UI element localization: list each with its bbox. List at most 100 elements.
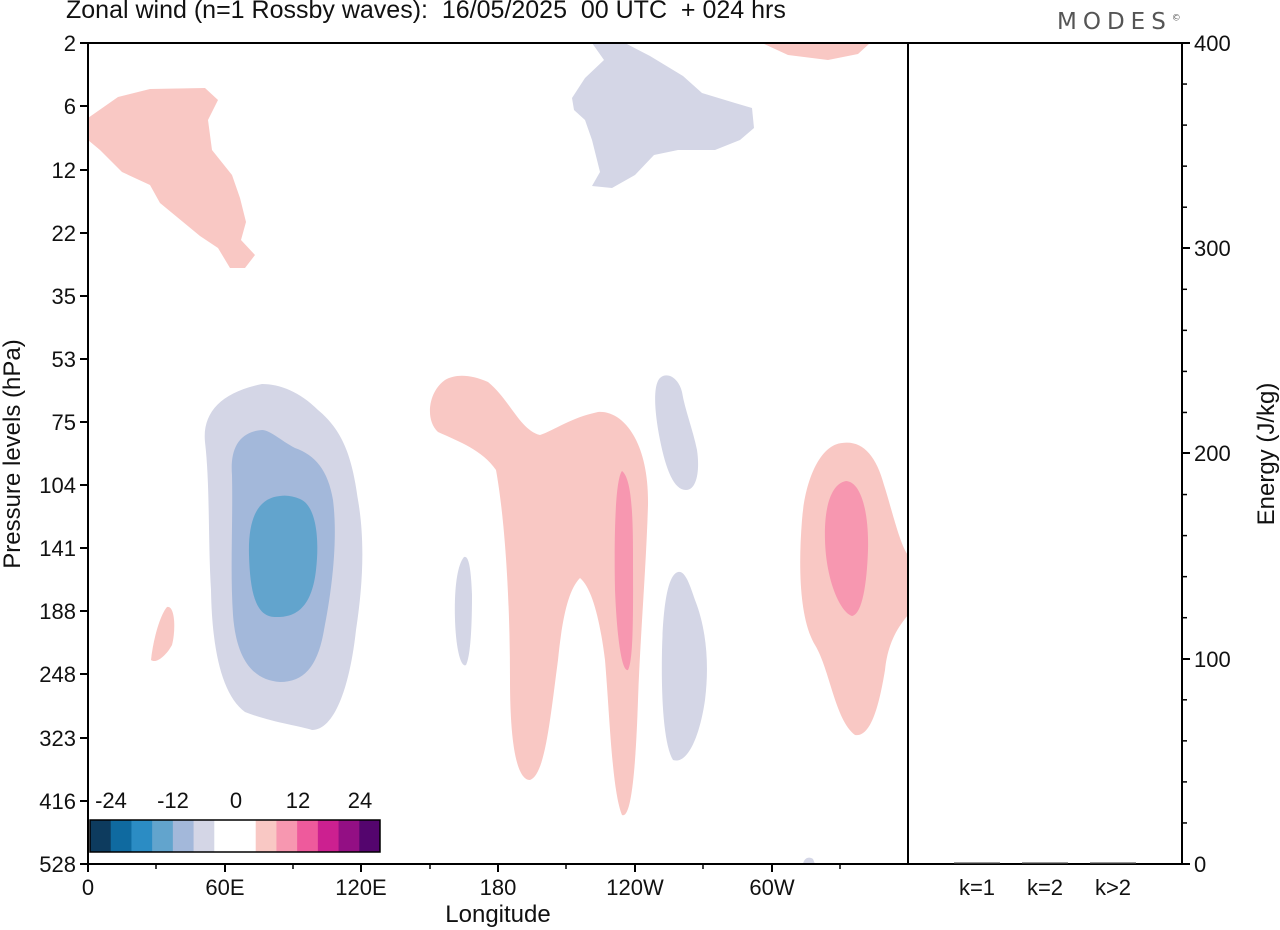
contour-negative-bottom: [803, 857, 815, 864]
colorbar-swatch: [297, 820, 319, 852]
energy-tick-label: 0: [1194, 852, 1206, 877]
energy-tick: 300: [1182, 236, 1231, 261]
y-tick-label: 104: [39, 473, 76, 498]
x-tick: 0: [82, 864, 94, 900]
contour-positive-east-core: [824, 481, 869, 616]
y-tick-label: 141: [39, 536, 76, 561]
x-axis-title: Longitude: [445, 901, 550, 928]
contour-positive-top: [762, 43, 870, 60]
energy-tick: 200: [1182, 441, 1231, 466]
colorbar-swatch: [152, 820, 174, 852]
y-tick-label: 248: [39, 662, 76, 687]
colorbar-frame: [89, 819, 381, 853]
y-tick-label: 416: [39, 789, 76, 814]
energy-tick: 100: [1182, 647, 1231, 672]
x-tick: 60W: [749, 864, 795, 900]
colorbar-label: -24: [95, 788, 127, 813]
x-tick: 60E: [205, 864, 245, 900]
contour-negative-lobe-2: [655, 375, 699, 490]
colorbar-swatch: [131, 820, 153, 852]
colorbar-label: 24: [348, 788, 372, 813]
y-tick-label: 75: [52, 410, 76, 435]
contour-field: [88, 43, 908, 864]
colorbar-swatch: [172, 820, 195, 852]
y-tick: 141: [39, 536, 88, 561]
y-tick: 2: [64, 31, 88, 56]
energy-tick: 0: [1182, 852, 1206, 877]
energy-axis-title: Energy (J/kg): [1253, 383, 1280, 526]
pressure-axis: 2 6 12 22 35 53 75 104 141 188 248 323 4…: [39, 31, 88, 877]
colorbar-labels: -24 -12 0 12 24: [95, 788, 372, 813]
x-tick-label: 180: [480, 875, 517, 900]
x-tick-label: 120W: [606, 875, 664, 900]
y-tick: 53: [52, 347, 88, 372]
y-tick: 188: [39, 599, 88, 624]
colorbar-label: 12: [286, 788, 310, 813]
energy-categories: k=1 k=2 k>2: [959, 875, 1131, 900]
x-tick-label: 60W: [749, 875, 794, 900]
y-tick: 12: [52, 158, 88, 183]
y-axis-title: Pressure levels (hPa): [0, 339, 26, 568]
y-tick-label: 6: [64, 94, 76, 119]
colorbar-swatch: [90, 820, 112, 852]
energy-tick-label: 100: [1194, 647, 1231, 672]
y-tick: 416: [39, 789, 88, 814]
y-tick-label: 53: [52, 347, 76, 372]
energy-tick-label: 300: [1194, 236, 1231, 261]
colorbar-label: 0: [230, 788, 242, 813]
energy-category-label: k>2: [1095, 875, 1131, 900]
x-tick: 180: [480, 864, 517, 900]
chart-title: Zonal wind (n=1 Rossby waves): 16/05/202…: [66, 0, 786, 24]
y-tick-label: 188: [39, 599, 76, 624]
colorbar-swatch: [214, 820, 236, 852]
y-tick-label: 2: [64, 31, 76, 56]
contour-positive-upper-left: [88, 88, 255, 268]
x-tick: 120E: [335, 864, 387, 900]
contour-positive-streak: [614, 471, 634, 671]
colorbar-swatch: [338, 820, 360, 852]
y-tick: 104: [39, 473, 88, 498]
y-tick-label: 12: [52, 158, 76, 183]
colorbar: [89, 819, 381, 853]
colorbar-swatch: [255, 820, 277, 852]
contour-negative-lobe-1: [454, 556, 472, 666]
colorbar-swatch: [110, 820, 132, 852]
colorbar-swatch: [276, 820, 298, 852]
y-tick: 75: [52, 410, 88, 435]
energy-axis-ticks: 0 100 200 300 400: [1182, 31, 1231, 877]
y-tick-label: 323: [39, 726, 76, 751]
contour-negative-lobe-3: [661, 571, 707, 761]
contour-negative-upper: [572, 43, 754, 188]
y-tick: 528: [39, 852, 88, 877]
contour-positive-lobe: [151, 606, 175, 662]
energy-tick-label: 400: [1194, 31, 1231, 56]
y-tick-label: 528: [39, 852, 76, 877]
energy-tick-label: 200: [1194, 441, 1231, 466]
energy-bars: [954, 862, 1136, 864]
energy-category-label: k=2: [1027, 875, 1063, 900]
energy-bar: [1090, 862, 1136, 864]
colorbar-swatch: [317, 820, 340, 852]
x-tick-label: 120E: [335, 875, 386, 900]
colorbar-swatch: [359, 820, 381, 852]
energy-bar: [954, 862, 1000, 864]
y-tick: 323: [39, 726, 88, 751]
contour-positive-center: [429, 375, 649, 816]
y-tick-label: 22: [52, 221, 76, 246]
energy-category-label: k=1: [959, 875, 995, 900]
contour-negative-inner: [248, 495, 318, 618]
colorbar-label: -12: [157, 788, 189, 813]
longitude-axis: 0 60E 120E 180 120W 60W: [82, 864, 841, 900]
x-tick-label: 0: [82, 875, 94, 900]
colorbar-swatch: [193, 820, 215, 852]
x-tick-label: 60E: [205, 875, 244, 900]
y-tick: 35: [52, 284, 88, 309]
logo-text: MODES: [1057, 9, 1172, 35]
energy-tick: 400: [1182, 31, 1231, 56]
y-tick: 248: [39, 662, 88, 687]
y-tick: 22: [52, 221, 88, 246]
modes-logo: MODES©: [1057, 9, 1181, 35]
y-tick: 6: [64, 94, 88, 119]
y-tick-label: 35: [52, 284, 76, 309]
